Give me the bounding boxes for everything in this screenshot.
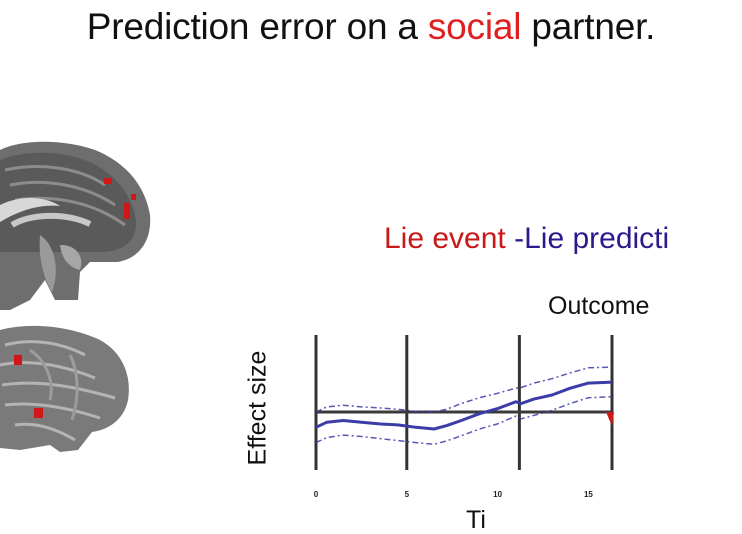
- slide-graphics: 0 5 10 15: [0, 141, 614, 499]
- x-tick-label: 5: [405, 490, 410, 499]
- legend-event: Lie event: [384, 222, 506, 255]
- title-suffix: partner.: [521, 6, 656, 47]
- series-mean-line: [315, 380, 613, 431]
- y-axis-label: Effect size: [243, 350, 272, 466]
- red-outcome-mark: [606, 412, 614, 426]
- chart-plot: 0 5 10 15: [314, 335, 614, 499]
- outcome-annotation: Outcome: [548, 292, 650, 320]
- title-prefix: Prediction error on a: [86, 6, 428, 47]
- slide-title: Prediction error on a social partner.: [0, 6, 742, 48]
- x-axis-label: Ti: [466, 506, 486, 534]
- lateral-brain-image: [0, 325, 129, 452]
- chart-legend: Lie event -Lie predicti: [384, 222, 669, 256]
- x-tick-label: 0: [314, 490, 319, 499]
- legend-prediction: -Lie predicti: [505, 222, 670, 255]
- series-bound-line-1: [315, 366, 613, 413]
- sagittal-brain-image: [0, 141, 151, 310]
- x-tick-label: 15: [584, 490, 593, 499]
- series-bound-line-2: [315, 395, 613, 446]
- x-tick-label: 10: [493, 490, 502, 499]
- title-accent: social: [427, 6, 522, 47]
